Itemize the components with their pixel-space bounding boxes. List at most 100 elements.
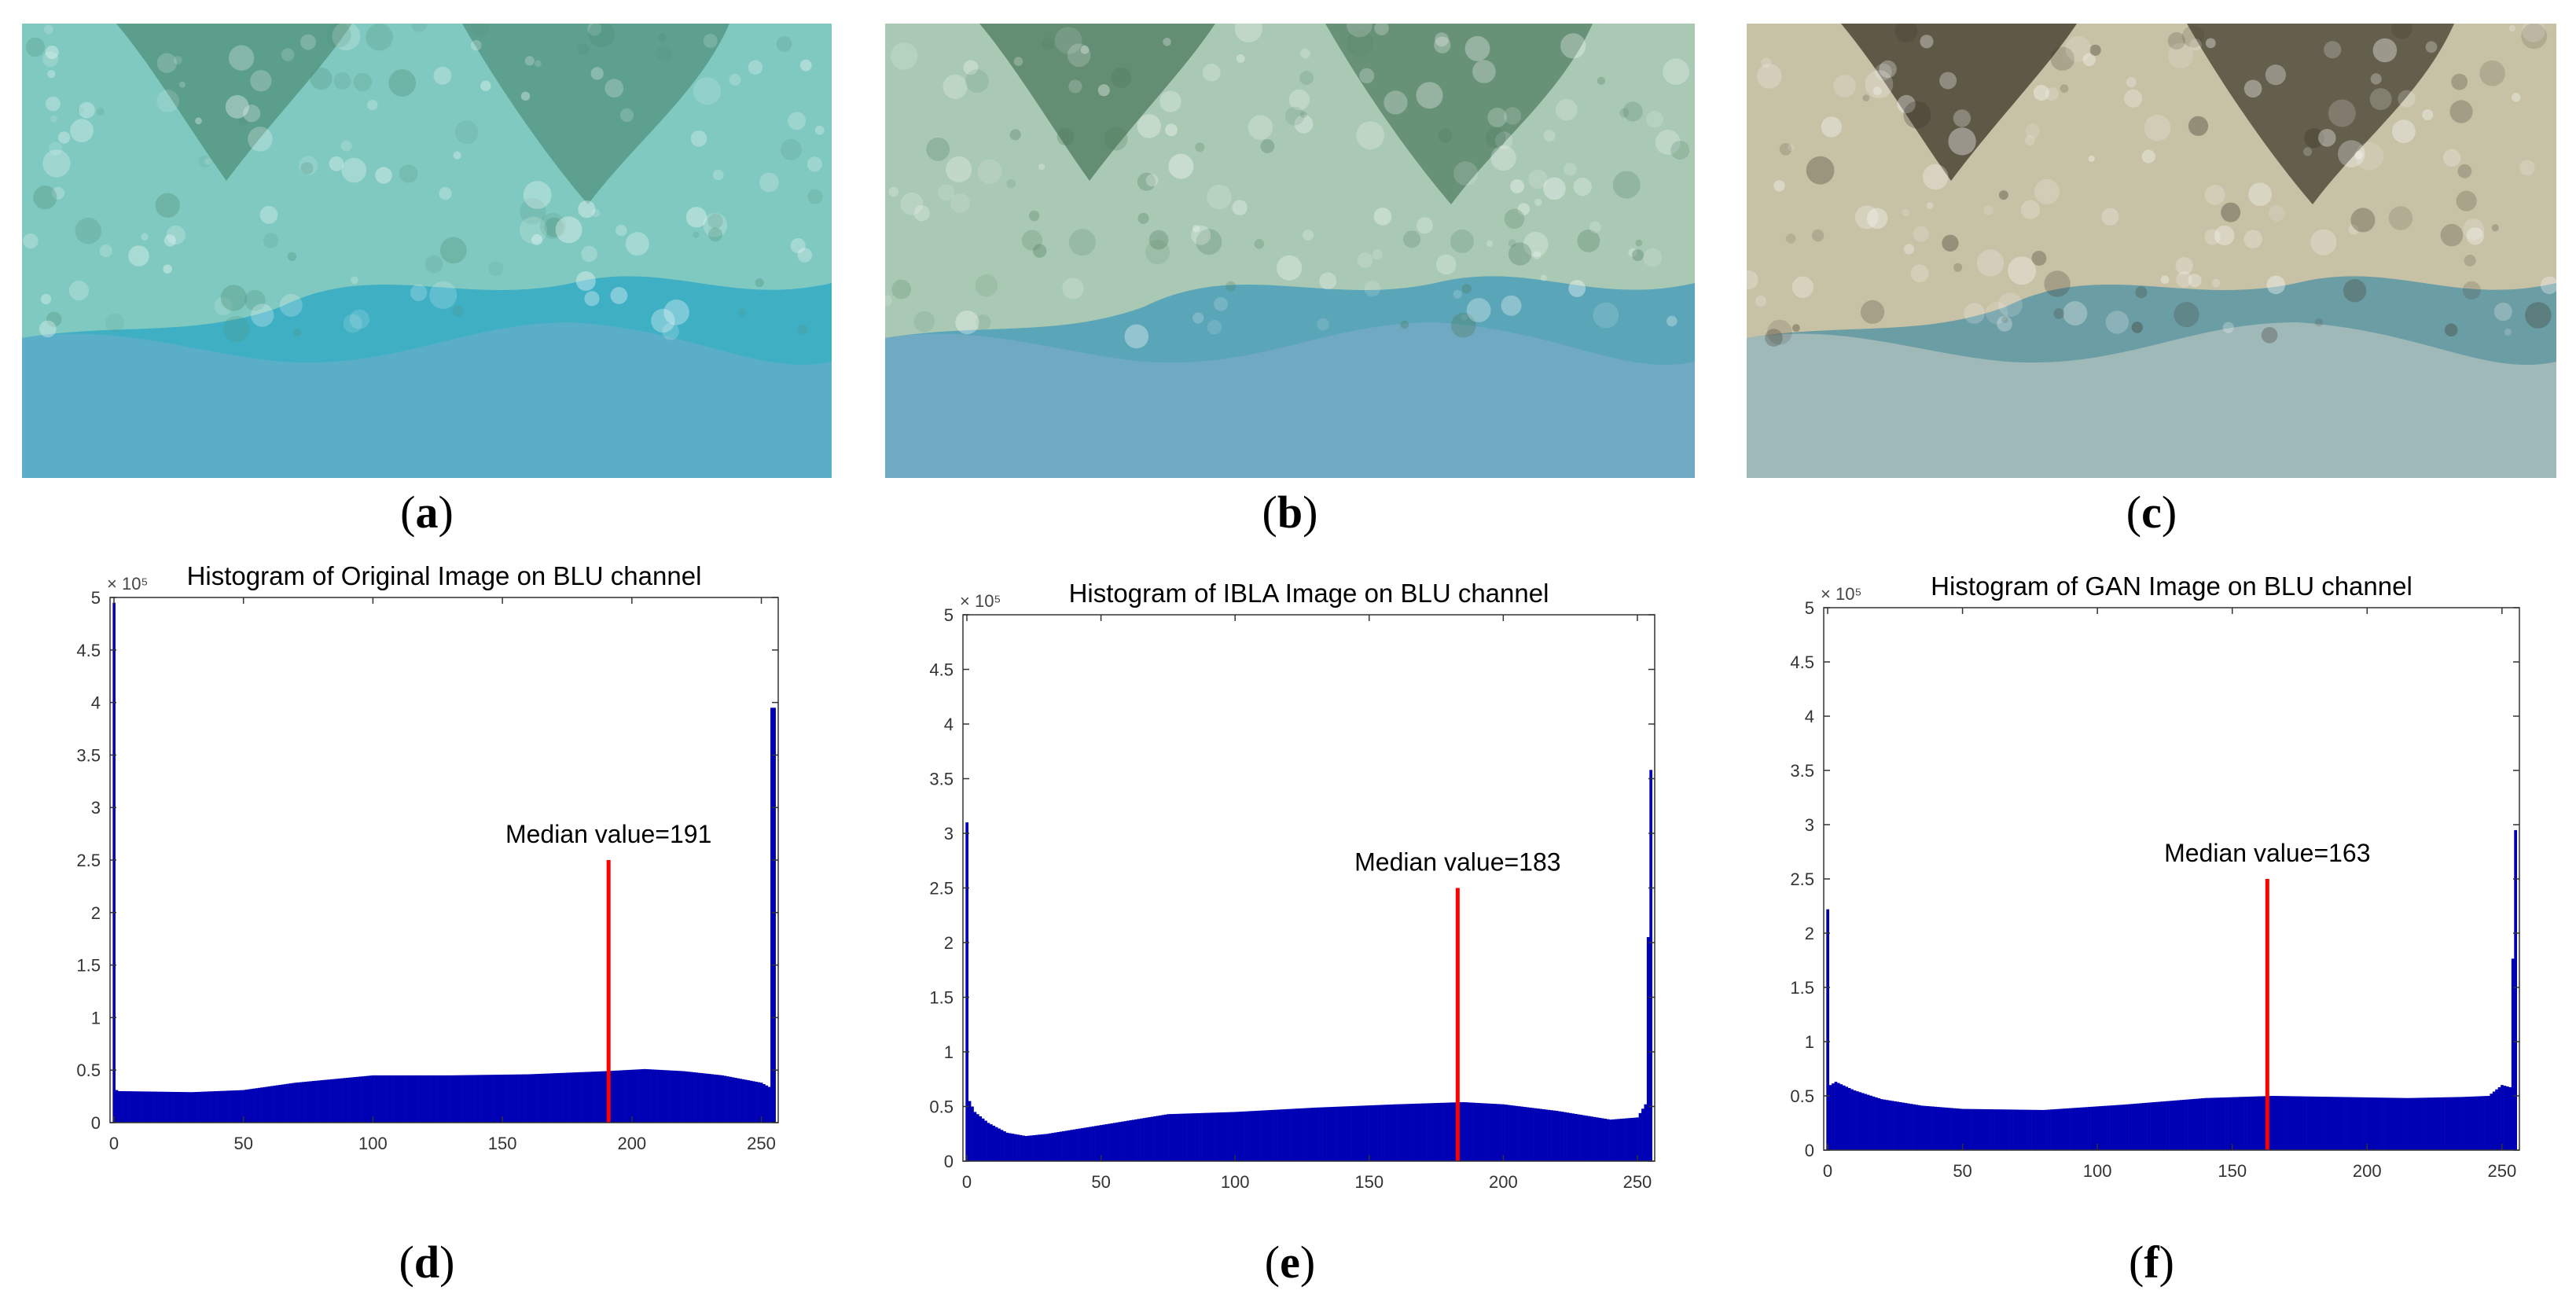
rock-texture-spot	[1434, 36, 1451, 53]
histogram-bar	[2217, 1097, 2221, 1150]
histogram-bar	[413, 1075, 417, 1123]
rock-texture-spot	[965, 69, 989, 93]
rock-texture-spot	[1260, 139, 1275, 153]
histogram-bar	[664, 1070, 667, 1123]
histogram-bar	[695, 1072, 699, 1123]
rock-texture-spot	[281, 48, 295, 61]
histogram-bar	[2357, 1097, 2361, 1150]
histogram-bar	[1215, 1112, 1218, 1161]
rock-texture-spot	[1357, 252, 1373, 268]
rock-texture-spot	[141, 233, 149, 241]
histogram-bar	[1450, 1102, 1454, 1161]
histogram-bar	[1990, 1109, 1994, 1150]
histogram-bar	[1405, 1104, 1409, 1161]
histogram-bar	[441, 1075, 445, 1123]
rock-texture-spot	[250, 70, 272, 92]
histogram-bar	[167, 1091, 171, 1123]
histogram-bar	[747, 1080, 750, 1123]
histogram-bar	[1566, 1112, 1570, 1161]
histogram-bar	[2007, 1109, 2010, 1150]
rock-texture-spot	[1976, 249, 2005, 277]
histogram-bar	[141, 1091, 145, 1123]
histogram-bar	[1542, 1108, 1545, 1161]
histogram-bar	[2066, 1108, 2070, 1150]
histogram-bar	[2190, 1099, 2194, 1150]
histogram-bar	[1131, 1119, 1135, 1161]
histogram-bar	[992, 1125, 996, 1161]
rock-texture-spot	[977, 159, 1002, 184]
histogram-bar	[1097, 1125, 1101, 1161]
rock-texture-spot	[1997, 316, 2012, 332]
histogram-bar	[1966, 1108, 1970, 1150]
histogram-bar	[1188, 1113, 1192, 1161]
histogram-bar	[1628, 1118, 1631, 1161]
rock-texture-spot	[797, 248, 812, 263]
x-tick-label: 200	[1489, 1172, 1518, 1192]
histogram-bar	[431, 1075, 435, 1123]
histogram-bar	[509, 1074, 512, 1123]
rock-texture-spot	[776, 36, 792, 52]
rock-texture-spot	[1373, 208, 1392, 226]
rock-texture-spot	[2221, 202, 2241, 222]
histogram-bar	[1545, 1109, 1548, 1161]
rock-texture-spot	[2205, 38, 2216, 49]
y-tick-label: 2.5	[76, 851, 101, 870]
panel-label-f: (f)	[2129, 1237, 2174, 1288]
rock-texture-spot	[1811, 229, 1825, 242]
rock-texture-spot	[349, 309, 369, 329]
histogram-bar	[1070, 1130, 1074, 1161]
rock-texture-spot	[164, 234, 176, 247]
histogram-bar	[1325, 1107, 1328, 1161]
histogram-bar	[1241, 1111, 1245, 1161]
histogram-bar	[1934, 1106, 1938, 1150]
histogram-bar	[519, 1074, 523, 1123]
histogram-bar	[1056, 1132, 1060, 1161]
histogram-bar	[984, 1120, 987, 1161]
y-tick-label: 3	[91, 798, 101, 818]
histogram-bar	[1475, 1102, 1479, 1161]
histogram-bar	[2141, 1103, 2145, 1150]
rock-texture-spot	[2181, 25, 2204, 48]
histogram-bar	[1091, 1126, 1095, 1161]
rock-texture-spot	[1495, 131, 1513, 149]
rock-texture-spot	[2463, 219, 2485, 241]
rock-texture-spot	[2024, 135, 2035, 146]
histogram-bar	[2444, 1097, 2447, 1150]
histogram-bar	[739, 1079, 743, 1123]
histogram-bar	[1644, 1104, 1648, 1161]
panel-label-d: (d)	[399, 1237, 455, 1288]
histogram-bar	[550, 1073, 553, 1123]
rock-texture-spot	[156, 53, 178, 73]
histogram-bar	[1960, 1108, 1964, 1150]
histogram-bar	[568, 1072, 571, 1123]
rock-texture-spot	[70, 119, 94, 142]
seagrass-left	[1841, 24, 2077, 181]
rock-texture-spot	[99, 244, 112, 258]
axes-box	[109, 597, 779, 1123]
histogram-bar	[2088, 1107, 2091, 1150]
histogram-bar	[1942, 1107, 1946, 1150]
rock-texture-spot	[693, 77, 722, 105]
median-label: Median value=163	[2164, 839, 2370, 867]
histogram-bar	[2363, 1097, 2366, 1150]
histogram-bar	[1496, 1104, 1500, 1161]
histogram-bar	[128, 1091, 131, 1123]
rock-texture-spot	[890, 42, 918, 70]
histogram-bar	[1384, 1105, 1387, 1161]
histogram-bar	[1969, 1108, 1972, 1150]
y-exponent-label: × 10⁵	[1821, 584, 1862, 604]
histogram-bar	[2174, 1100, 2177, 1150]
histogram-bar	[1461, 1101, 1465, 1161]
rock-texture-spot	[2033, 85, 2049, 101]
rock-texture-spot	[1384, 90, 1408, 115]
histogram-bar	[449, 1075, 453, 1123]
histogram-bar	[597, 1071, 600, 1123]
sand-floor	[22, 322, 832, 478]
rock-texture-spot	[33, 186, 57, 210]
histogram-bar	[296, 1082, 299, 1123]
histogram-bar	[1083, 1127, 1087, 1161]
rock-texture-spot	[799, 59, 812, 72]
rock-texture-spot	[2456, 190, 2477, 211]
histogram-bar	[333, 1079, 336, 1123]
histogram-bar	[2228, 1097, 2232, 1150]
